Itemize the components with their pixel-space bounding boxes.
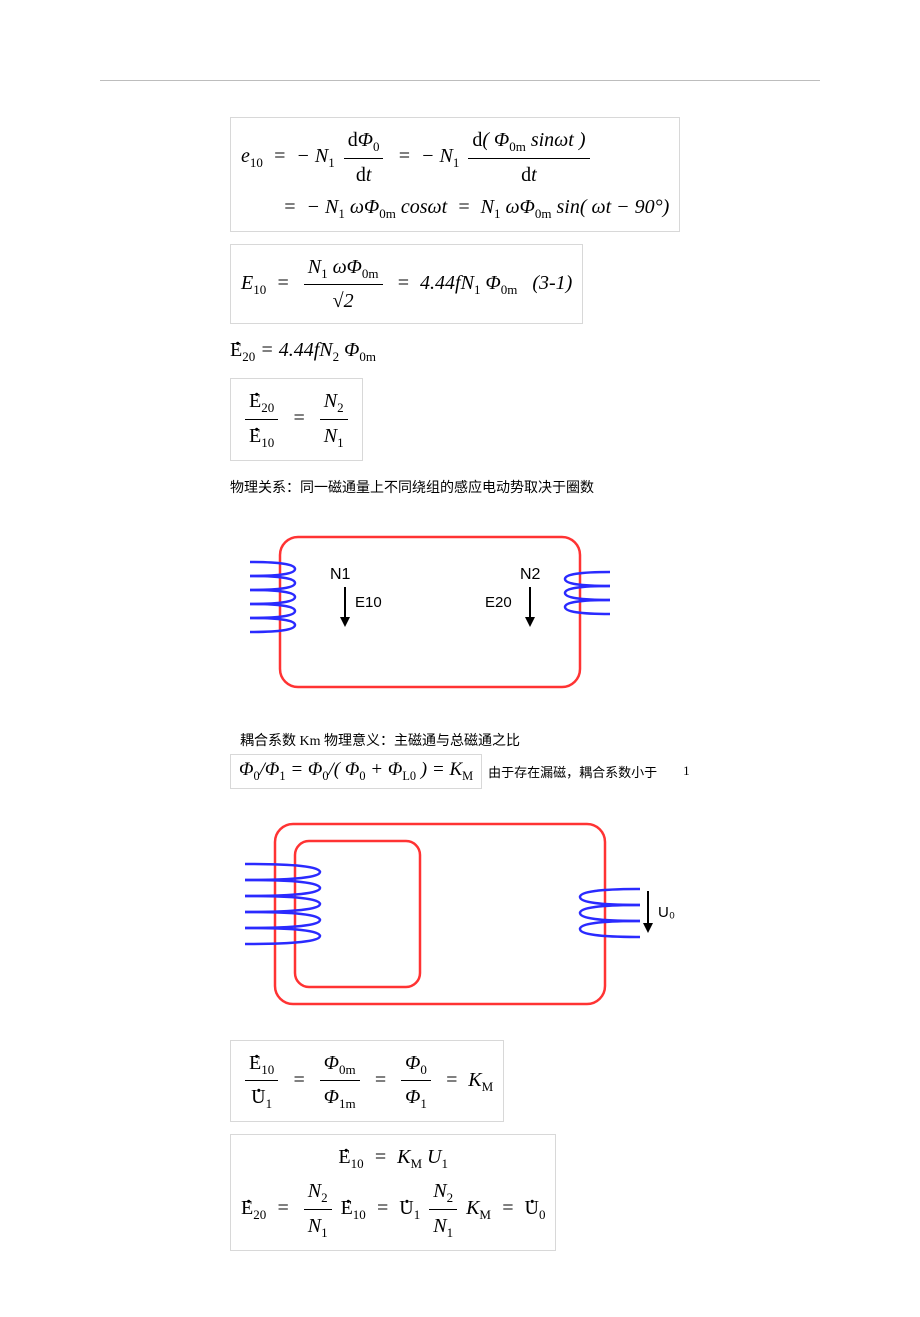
transformer-svg-2: U₀ (240, 809, 680, 1019)
document-page: e10 = − N1 dΦ0dt = − N1 d( Φ0m sinωt )dt… (0, 0, 920, 1317)
row-km-definition: Φ0/Φ1 = Φ0/( Φ0 + ΦL0 ) = KM 由于存在漏磁，耦合系数… (230, 754, 820, 789)
diagram-transformer-2: U₀ (240, 809, 820, 1024)
eq-km-ratio: E10U1 = Φ0mΦ1m = Φ0Φ1 = KM (230, 1040, 504, 1123)
eq-final-block: E10 = KM U1 E20 = N2N1 E10 = U1 N2N1 KM … (230, 1134, 556, 1250)
caption-physical-relation: 物理关系：同一磁通量上不同绕组的感应电动势取决于圈数 (230, 477, 820, 497)
svg-text:U₀: U₀ (658, 904, 675, 921)
caption-coupling-coeff: 耦合系数 Km 物理意义：主磁通与总磁通之比 (240, 730, 820, 750)
svg-text:E20: E20 (485, 594, 512, 611)
eq-ratio-windings: E20E10 = N2N1 (230, 378, 363, 461)
svg-text:N1: N1 (330, 566, 351, 583)
eq-e20-rms: E20 = 4.44fN2 Φ0m (230, 334, 820, 368)
svg-text:E10: E10 (355, 594, 382, 611)
text-leak-one: 1 (683, 763, 690, 779)
eq-e10-rms: E10 = N1 ωΦ0m√2 = 4.44fN1 Φ0m (3-1) (230, 244, 583, 325)
svg-text:N2: N2 (520, 566, 541, 583)
top-rule (100, 80, 820, 81)
transformer-svg-1: N1 N2 E10 E20 (240, 517, 620, 707)
diagram-transformer-1: N1 N2 E10 E20 (240, 517, 820, 712)
eq-km-def: Φ0/Φ1 = Φ0/( Φ0 + ΦL0 ) = KM (230, 754, 482, 789)
text-leak-note: 由于存在漏磁，耦合系数小于 (488, 762, 657, 781)
eq-e10-derivation: e10 = − N1 dΦ0dt = − N1 d( Φ0m sinωt )dt… (230, 117, 680, 232)
